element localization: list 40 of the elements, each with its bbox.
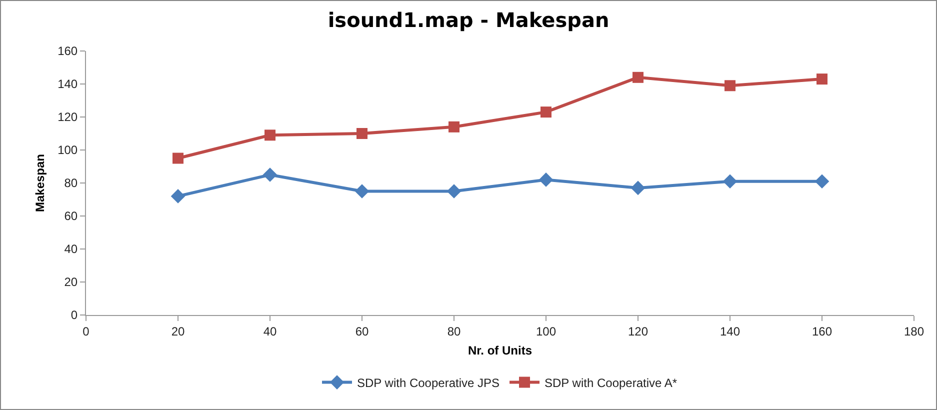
point xyxy=(448,121,460,132)
x-tick-label: 100 xyxy=(536,324,556,338)
point xyxy=(538,172,554,187)
point xyxy=(724,80,736,92)
x-tick-label: 120 xyxy=(628,324,648,338)
point xyxy=(354,184,370,198)
x-tick-label: 160 xyxy=(812,324,832,338)
point xyxy=(356,128,368,139)
y-tick-label: 40 xyxy=(64,242,78,256)
x-tick-label: 40 xyxy=(263,324,277,338)
x-tick-label: 0 xyxy=(82,324,90,338)
point xyxy=(446,184,462,198)
legend-label: SDP with Cooperative JPS xyxy=(357,376,500,390)
x-axis-title: Nr. of Units xyxy=(468,343,532,358)
point xyxy=(630,180,646,196)
y-tick-label: 160 xyxy=(58,44,78,58)
point xyxy=(722,174,738,188)
y-tick-label: 60 xyxy=(64,209,78,224)
point xyxy=(172,152,184,164)
x-tick-label: 140 xyxy=(720,324,740,338)
point xyxy=(262,168,278,182)
point xyxy=(540,106,552,118)
legend-label: SDP with Cooperative A* xyxy=(544,376,678,390)
point xyxy=(632,72,644,83)
point xyxy=(170,189,186,204)
y-axis-title: Makespan xyxy=(32,154,47,212)
x-tick-label: 60 xyxy=(355,324,369,338)
y-tick-label: 100 xyxy=(58,143,78,158)
y-tick-label: 80 xyxy=(64,176,78,190)
point xyxy=(814,174,830,188)
y-tick-label: 140 xyxy=(58,77,78,92)
point xyxy=(264,130,276,141)
x-tick-label: 80 xyxy=(447,324,461,338)
chart-title: isound1.map - Makespan xyxy=(328,8,610,32)
y-tick-label: 0 xyxy=(70,308,78,322)
y-tick-label: 20 xyxy=(64,275,78,290)
x-tick-label: 20 xyxy=(171,324,185,338)
y-tick-label: 120 xyxy=(58,110,78,124)
point xyxy=(816,74,828,85)
x-tick-label: 180 xyxy=(904,324,924,338)
